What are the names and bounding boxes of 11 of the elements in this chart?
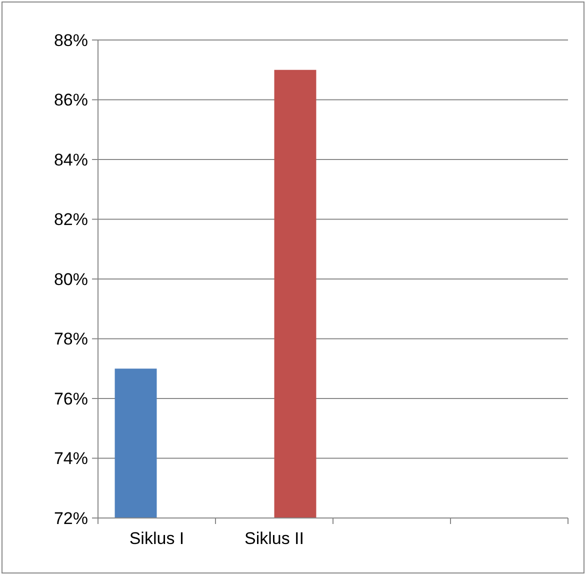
y-tick-label: 88% [54,30,88,50]
y-tick-label: 76% [54,389,88,408]
y-tick-label: 78% [54,330,88,349]
y-tick-label: 84% [54,150,88,170]
y-tick-label: 82% [54,210,88,230]
x-tick-label: Siklus II [244,529,304,548]
y-tick-label: 74% [54,449,88,468]
y-tick-label: 80% [54,270,88,289]
x-tick-label: Siklus I [129,529,184,548]
y-tick-label: 86% [54,90,88,110]
y-tick-label: 72% [54,508,88,528]
